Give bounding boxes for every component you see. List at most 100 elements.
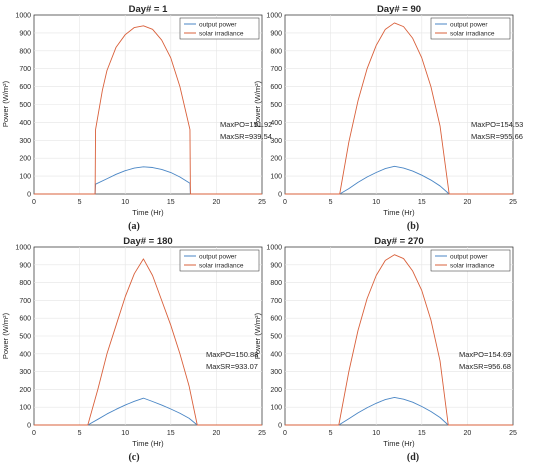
y-tick-label: 300: [19, 369, 31, 376]
legend-label-output: output power: [199, 254, 237, 261]
y-tick-label: 700: [270, 66, 282, 73]
legend-label-solar: solar irradiance: [450, 263, 495, 270]
series-line-output-power: [285, 397, 513, 426]
y-tick-label: 600: [270, 316, 282, 323]
chart-title: Day# = 1: [129, 4, 169, 15]
y-tick-label: 200: [270, 387, 282, 394]
y-tick-label: 600: [19, 84, 31, 91]
caption: (a): [128, 221, 140, 232]
chart-title: Day# = 90: [377, 4, 421, 15]
y-tick-label: 800: [19, 280, 31, 287]
panel-a: Day# = 1 0 5 10 15 20 25 0 100 200 300 400 500 600 7…: [1, 4, 272, 232]
y-tick-label: 1000: [266, 245, 282, 252]
series-line-solar-irradiance: [34, 25, 262, 195]
y-tick-label: 700: [19, 298, 31, 305]
x-tick-label: 10: [372, 430, 380, 437]
x-tick-label: 25: [509, 199, 517, 206]
x-tick-label: 20: [464, 430, 472, 437]
series-group: [34, 258, 262, 426]
x-axis-label: Time (Hr): [132, 208, 164, 217]
x-tick-label: 5: [329, 199, 333, 206]
legend-box: [430, 249, 511, 272]
annotation-max-po: MaxPO=154.53: [471, 120, 523, 129]
annotation-max-sr: MaxSR=933.07: [206, 362, 258, 371]
y-tick-label: 100: [270, 405, 282, 412]
panel-c: Day# = 180 0 5 10 15 20 25 0 100 200 300 400 500 60…: [1, 236, 266, 463]
y-tick-label: 400: [270, 120, 282, 127]
x-tick-label: 5: [78, 199, 82, 206]
series-group: [285, 22, 513, 195]
y-tick-label: 1000: [266, 13, 282, 20]
series-line-solar-irradiance: [285, 254, 513, 426]
y-tick-label: 900: [270, 262, 282, 269]
x-tick-label: 15: [418, 199, 426, 206]
annotation-max-po: MaxPO=150.88: [206, 350, 258, 359]
series-line-solar-irradiance: [34, 258, 262, 426]
y-axis-label: Power (W/m²): [1, 80, 10, 127]
series-line-output-power: [34, 397, 262, 426]
y-axis-label: Power (W/m²): [253, 80, 262, 127]
gridlines: [34, 247, 262, 425]
annotation-max-sr: MaxSR=939.54: [220, 132, 272, 141]
caption: (b): [407, 221, 419, 232]
gridlines: [285, 15, 513, 194]
y-tick-label: 400: [19, 351, 31, 358]
x-axis-label: Time (Hr): [383, 439, 415, 448]
x-tick-label: 25: [258, 430, 266, 437]
y-tick-label: 300: [19, 138, 31, 145]
y-tick-label: 500: [270, 334, 282, 341]
legend-label-solar: solar irradiance: [199, 263, 244, 270]
y-tick-label: 1000: [15, 245, 31, 252]
x-tick-label: 20: [213, 199, 221, 206]
x-tick-label: 0: [32, 430, 36, 437]
panel-b: Day# = 90 0 5 10 15 20 25 0 100 200 300 400 500 600…: [253, 4, 523, 232]
y-tick-label: 700: [270, 298, 282, 305]
y-tick-label: 800: [19, 48, 31, 55]
x-axis-label: Time (Hr): [383, 208, 415, 217]
x-tick-label: 15: [418, 430, 426, 437]
x-tick-label: 20: [464, 199, 472, 206]
y-tick-label: 500: [19, 334, 31, 341]
series-line-output-power: [34, 166, 262, 195]
y-tick-label: 0: [278, 423, 282, 430]
x-tick-label: 0: [283, 430, 287, 437]
y-tick-label: 600: [19, 316, 31, 323]
y-tick-label: 100: [19, 174, 31, 181]
panel-d: Day# = 270 0 5 10 15 20 25 0 100 200 300 400 500 60…: [253, 236, 517, 463]
y-tick-label: 300: [270, 369, 282, 376]
chart-title: Day# = 270: [374, 236, 423, 247]
legend-label-output: output power: [199, 22, 237, 29]
y-tick-label: 200: [19, 156, 31, 163]
legend-box: [179, 17, 260, 40]
y-tick-label: 800: [270, 48, 282, 55]
annotation-max-po: MaxPO=154.69: [459, 350, 511, 359]
annotation-max-sr: MaxSR=956.68: [459, 362, 511, 371]
gridlines: [34, 15, 262, 194]
x-tick-label: 10: [121, 430, 129, 437]
y-tick-label: 100: [270, 174, 282, 181]
x-tick-label: 25: [509, 430, 517, 437]
x-tick-label: 0: [283, 199, 287, 206]
y-tick-label: 1000: [15, 13, 31, 20]
legend-label-output: output power: [450, 22, 488, 29]
y-tick-label: 600: [270, 84, 282, 91]
legend-box: [430, 17, 511, 40]
x-tick-label: 5: [329, 430, 333, 437]
y-tick-label: 100: [19, 405, 31, 412]
x-ticks: 0 5 10 15 20 25: [283, 430, 517, 437]
y-ticks: 0 100 200 300 400 500 600 700 800 900 1000: [266, 13, 282, 199]
annotation-max-po: MaxPO=151.92: [220, 120, 272, 129]
caption: (d): [407, 452, 419, 463]
x-tick-label: 15: [167, 199, 175, 206]
y-axis-label: Power (W/m²): [1, 312, 10, 359]
x-tick-label: 10: [372, 199, 380, 206]
legend-label-solar: solar irradiance: [199, 31, 244, 38]
y-tick-label: 900: [19, 262, 31, 269]
annotation-max-sr: MaxSR=955.66: [471, 132, 523, 141]
series-line-solar-irradiance: [285, 22, 513, 195]
y-tick-label: 0: [27, 423, 31, 430]
y-tick-label: 500: [19, 102, 31, 109]
y-ticks: 0 100 200 300 400 500 600 700 800 900 1000: [15, 245, 31, 430]
gridlines: [285, 247, 513, 425]
